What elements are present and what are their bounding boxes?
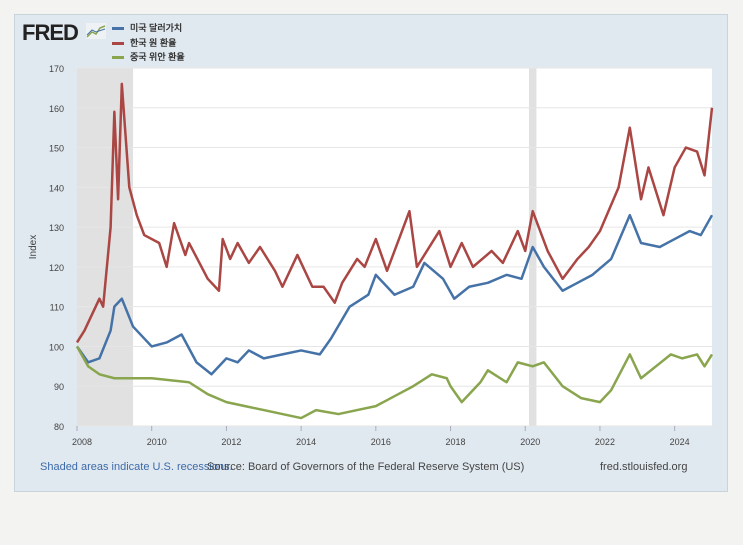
y-tick-label: 140 [49, 183, 64, 193]
y-tick-label: 120 [49, 263, 64, 273]
series-line-0 [75, 213, 714, 376]
x-tick-label: 2020 [520, 437, 540, 447]
x-tick-label: 2018 [446, 437, 466, 447]
y-tick-label: 130 [49, 223, 64, 233]
series-line-2 [75, 345, 714, 420]
legend-label: 한국 원 환율 [130, 38, 177, 48]
source-text: Source: Board of Governors of the Federa… [207, 461, 525, 473]
y-tick-label: 160 [49, 104, 64, 114]
legend-item-krw: 한국 원 환율 [112, 36, 176, 49]
y-tick-label: 170 [49, 64, 64, 74]
y-tick-label: 100 [49, 342, 64, 352]
site-link[interactable]: fred.stlouisfed.org [600, 461, 688, 473]
y-tick-label: 80 [54, 422, 64, 432]
fred-logo: FRED [22, 20, 79, 45]
y-axis-label: Index [28, 235, 39, 259]
x-tick-label: 2024 [670, 437, 690, 447]
x-tick-label: 2010 [147, 437, 167, 447]
legend-item-cny: 중국 위안 환율 [112, 50, 185, 63]
x-tick-label: 2014 [296, 437, 316, 447]
y-tick-label: 150 [49, 144, 64, 154]
recession-note-link[interactable]: Shaded areas indicate U.S. recessions. [40, 461, 233, 473]
x-tick-label: 2022 [595, 437, 615, 447]
x-tick-label: 2008 [72, 437, 92, 447]
x-tick-label: 2016 [371, 437, 391, 447]
series-line-1 [75, 82, 714, 344]
legend-item-usd: 미국 달러가치 [112, 21, 182, 34]
y-tick-label: 90 [54, 382, 64, 392]
legend-label: 중국 위안 환율 [130, 52, 185, 62]
x-tick-label: 2012 [221, 437, 241, 447]
fred-chart-icon [86, 23, 106, 39]
legend-label: 미국 달러가치 [130, 23, 183, 33]
recession-shade [77, 68, 134, 426]
y-tick-label: 110 [50, 303, 64, 313]
